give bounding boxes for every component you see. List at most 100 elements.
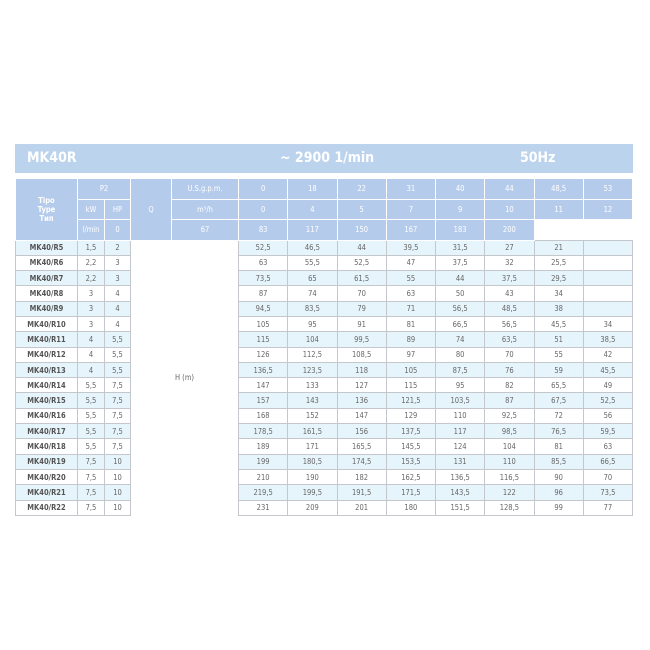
flow-value: 40 (434, 178, 486, 200)
head-value: 126 (237, 346, 289, 363)
head-value: 38 (533, 300, 584, 317)
pump-type: MK40/R15 (15, 392, 78, 409)
head-value: 38,5 (582, 331, 634, 348)
head-value: 25,5 (533, 254, 584, 272)
head-value: 94,5 (237, 300, 289, 317)
power-kw: 7,5 (77, 468, 105, 486)
power-hp: 3 (104, 254, 131, 272)
power-kw: 7,5 (77, 499, 105, 516)
head-value: 66,5 (434, 315, 486, 333)
pump-type: MK40/R11 (15, 331, 78, 348)
head-value: 48,5 (484, 300, 535, 317)
head-value: 50 (434, 285, 486, 302)
head-value: 115 (237, 331, 289, 348)
head-value (582, 239, 634, 256)
head-value: 34 (533, 285, 584, 302)
head-value: 117 (434, 423, 486, 440)
pump-type: MK40/R9 (15, 300, 78, 317)
flow-value: 22 (336, 178, 387, 200)
flow-value: 150 (336, 219, 387, 241)
flow-value: 83 (237, 219, 289, 241)
head-value: 112,5 (287, 346, 338, 363)
head-value: 147 (237, 377, 289, 394)
power-kw: 4 (77, 361, 105, 379)
head-value: 103,5 (434, 392, 486, 409)
table-row: MK40/R10 3 4 105 95 91 81 66,5 56,5 45,5 34 (15, 315, 634, 333)
power-hp: 5,5 (104, 361, 131, 379)
flow-value: 0 (237, 178, 289, 200)
head-value: 29,5 (533, 270, 584, 287)
head-value: 153,5 (385, 453, 437, 470)
flow-value: 12 (582, 198, 634, 220)
table-row: MK40/R11 4 5,5 115 104 99,5 89 74 63,5 51 38,5 (15, 331, 634, 348)
head-value: 118 (336, 361, 387, 379)
head-value: 67,5 (533, 392, 584, 409)
head-value: 180 (385, 499, 437, 516)
head-value: 63,5 (484, 331, 535, 348)
head-value: 162,5 (385, 468, 437, 486)
flow-value: 9 (434, 198, 486, 220)
head-value: 199,5 (287, 484, 338, 501)
speed-title: ~ 2900 1/min (280, 150, 375, 166)
head-value: 49 (582, 377, 634, 394)
head-value (582, 254, 634, 272)
power-hp: 10 (104, 484, 131, 501)
head-value: 136,5 (434, 468, 486, 486)
head-value: 210 (237, 468, 289, 486)
head-value: 168 (237, 407, 289, 425)
table-row: MK40/R19 7,5 10 199 180,5 174,5 153,5 131 110 85,… (15, 453, 634, 470)
head-value: 46,5 (287, 239, 338, 256)
flow-value: 11 (533, 198, 584, 220)
table-row: MK40/R15 5,5 7,5 157 143 136 121,5 103,5 87 67,5 5… (15, 392, 634, 409)
head-value: 152 (287, 407, 338, 425)
power-hp: 7,5 (104, 423, 131, 440)
power-hp: 10 (104, 499, 131, 516)
head-value: 128,5 (484, 499, 535, 516)
head-value: 95 (287, 315, 338, 333)
flow-value: 53 (582, 178, 634, 200)
head-value: 174,5 (336, 453, 387, 470)
table-row: MK40/R17 5,5 7,5 178,5 161,5 156 137,5 117 98,5 7… (15, 423, 634, 440)
pump-type: MK40/R13 (15, 361, 78, 379)
head-value: 74 (287, 285, 338, 302)
head-value: 110 (484, 453, 535, 470)
pump-type: MK40/R7 (15, 270, 78, 287)
head-value: 121,5 (385, 392, 437, 409)
head-value: 219,5 (237, 484, 289, 501)
head-value: 87,5 (434, 361, 486, 379)
head-value: 39,5 (385, 239, 437, 256)
pump-type: MK40/R17 (15, 423, 78, 440)
head-value: 85,5 (533, 453, 584, 470)
power-kw: 7,5 (77, 453, 105, 470)
head-value: 45,5 (582, 361, 634, 379)
power-hp: 2 (104, 239, 131, 256)
flow-value: 0 (104, 219, 131, 241)
title-bar: MK40R ~ 2900 1/min 50Hz (15, 144, 633, 173)
head-value: 83,5 (287, 300, 338, 317)
head-value: 96 (533, 484, 584, 501)
head-value: 79 (336, 300, 387, 317)
head-value: 56,5 (434, 300, 486, 317)
flow-value: 10 (484, 198, 535, 220)
table-row: MK40/R22 7,5 10 231 209 201 180 151,5 128,5 99 77 (15, 499, 634, 516)
head-value: 52,5 (237, 239, 289, 256)
head-value: 65,5 (533, 377, 584, 394)
head-value: 133 (287, 377, 338, 394)
head-value: 52,5 (582, 392, 634, 409)
head-value: 131 (434, 453, 486, 470)
flow-value: 44 (484, 178, 535, 200)
power-kw: 3 (77, 285, 105, 302)
table-row: MK40/R18 5,5 7,5 189 171 165,5 145,5 124 104 81 63 (15, 438, 634, 455)
head-value: 145,5 (385, 438, 437, 455)
power-hp: 7,5 (104, 438, 131, 455)
power-kw: 4 (77, 346, 105, 363)
table-row: MK40/R20 7,5 10 210 190 182 162,5 136,5 116,5 90 7… (15, 468, 634, 486)
head-value: 71 (385, 300, 437, 317)
head-value: 137,5 (385, 423, 437, 440)
head-value: 190 (287, 468, 338, 486)
head-value: 99 (533, 499, 584, 516)
head-value: 123,5 (287, 361, 338, 379)
hp-header: HP (104, 198, 131, 220)
head-value: 231 (237, 499, 289, 516)
head-value: 44 (336, 239, 387, 256)
